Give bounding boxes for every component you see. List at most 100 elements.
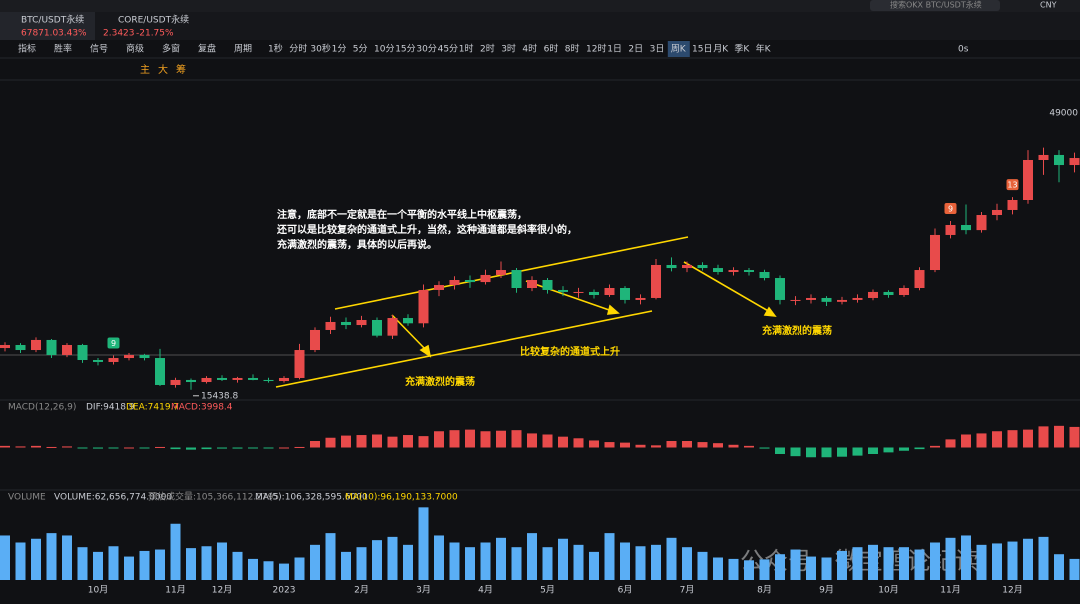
macd-bar xyxy=(1038,426,1049,448)
search-box[interactable] xyxy=(870,0,1000,11)
candle-body xyxy=(945,224,956,235)
tool-item[interactable]: 大 xyxy=(158,63,168,76)
tab-change: 3.43% xyxy=(58,29,87,39)
volume-bar xyxy=(372,540,382,580)
tool-item[interactable]: 筹 xyxy=(176,63,186,76)
period-item[interactable]: 分时 xyxy=(289,43,307,55)
period-item[interactable]: 周K xyxy=(671,44,687,55)
macd-bar xyxy=(77,447,88,449)
candle-body xyxy=(961,224,971,231)
volume-bar xyxy=(434,535,444,580)
volume-bar xyxy=(728,558,739,580)
candle-body xyxy=(1069,158,1080,166)
volume-bar xyxy=(62,535,72,580)
currency[interactable]: CNY xyxy=(1040,1,1057,10)
period-item[interactable]: 年K xyxy=(756,43,772,55)
volume-bar xyxy=(666,537,677,580)
candle-body xyxy=(434,285,444,290)
macd-bar xyxy=(1023,429,1033,448)
period-item[interactable]: 1分 xyxy=(332,44,347,55)
volume-bar xyxy=(527,533,537,580)
x-tick-label: 12月 xyxy=(1002,585,1022,596)
volume-bar xyxy=(821,557,832,580)
volume-bar xyxy=(790,549,801,580)
volume-bar xyxy=(232,551,243,580)
period-item[interactable]: 3时 xyxy=(501,43,516,55)
toolbar-item[interactable]: 复盘 xyxy=(198,43,216,55)
channel-bottom xyxy=(275,310,653,388)
macd-bar xyxy=(0,445,10,448)
period-item[interactable]: 4时 xyxy=(522,43,537,55)
candle-body xyxy=(465,280,475,283)
period-item[interactable]: 8时 xyxy=(565,43,580,55)
candle-body xyxy=(635,297,646,300)
x-tick-label: 8月 xyxy=(757,585,772,596)
macd-dif: DIF:9418.9 xyxy=(86,403,135,413)
candle-body xyxy=(93,360,103,362)
active-tab[interactable] xyxy=(0,12,95,40)
macd-bar xyxy=(465,429,475,448)
tool-item[interactable]: 主 xyxy=(140,64,150,76)
macd-bar xyxy=(341,435,351,448)
speed[interactable]: 0s xyxy=(958,45,969,55)
period-item[interactable]: 季K xyxy=(734,43,750,55)
period-item[interactable]: 3日 xyxy=(650,44,665,55)
search-text[interactable]: 搜索OKX BTC/USDT永续 xyxy=(890,0,982,10)
period-item[interactable]: 30秒 xyxy=(310,43,330,55)
period-item[interactable]: 12时 xyxy=(586,43,606,55)
candle-body xyxy=(387,318,398,336)
macd-bar xyxy=(573,438,584,448)
tab-bar xyxy=(0,12,1080,40)
macd-bar xyxy=(806,447,816,458)
candle-body xyxy=(341,321,351,326)
volume-bar xyxy=(899,547,909,580)
period-item[interactable]: 5分 xyxy=(353,44,368,55)
x-tick-label: 7月 xyxy=(680,585,695,596)
tab-name[interactable]: CORE/USDT永续 xyxy=(118,14,189,26)
annotations xyxy=(275,236,777,388)
candle-body xyxy=(527,280,537,288)
volume-bar xyxy=(744,560,754,580)
period-item[interactable]: 30分 xyxy=(416,44,436,55)
macd-bar xyxy=(837,447,847,457)
toolbar-item[interactable]: 商级 xyxy=(126,43,144,55)
period-item[interactable]: 10分 xyxy=(374,44,394,55)
period-item[interactable]: 1日 xyxy=(607,44,622,55)
period-item[interactable]: 1时 xyxy=(459,43,474,55)
candle-body xyxy=(217,377,227,380)
toolbar-item[interactable]: 指标 xyxy=(18,43,36,55)
period-item[interactable]: 2时 xyxy=(480,43,495,55)
candle-body xyxy=(666,264,677,269)
macd-bar xyxy=(558,436,568,448)
period-item[interactable]: 1秒 xyxy=(268,43,283,55)
macd-bar xyxy=(232,447,243,449)
macd-bar xyxy=(651,445,661,448)
volume-bar xyxy=(976,544,987,580)
label: 比较复杂的通道式上升 xyxy=(520,345,620,358)
period-item[interactable]: 月K xyxy=(713,44,729,55)
period-active[interactable] xyxy=(667,41,690,57)
period-item[interactable]: 45分 xyxy=(438,44,458,55)
macd-bar xyxy=(108,447,119,449)
macd-bar xyxy=(976,433,987,448)
candle-body xyxy=(930,234,940,271)
volume-bar xyxy=(15,542,26,580)
volume-bar xyxy=(806,556,816,580)
candle-body xyxy=(46,339,57,355)
toolbar-item[interactable]: 多窗 xyxy=(162,43,180,55)
tab-price: 67871.0 xyxy=(21,29,58,39)
period-item[interactable]: 15分 xyxy=(395,44,415,55)
period-item[interactable]: 15日 xyxy=(692,44,712,55)
period-item[interactable]: 2日 xyxy=(628,44,643,55)
period-item[interactable]: 6时 xyxy=(544,43,559,55)
macd-bar xyxy=(666,441,677,448)
toolbar-item[interactable]: 胜率 xyxy=(54,43,72,55)
signal-badge xyxy=(1006,179,1019,191)
toolbar-item[interactable]: 周期 xyxy=(234,44,252,55)
tab-name[interactable]: BTC/USDT永续 xyxy=(21,14,84,26)
candle-body xyxy=(651,264,661,298)
x-tick-label: 9月 xyxy=(819,585,834,596)
toolbar-item[interactable]: 信号 xyxy=(90,43,108,55)
arrow xyxy=(683,261,771,313)
volume-bar xyxy=(511,547,522,580)
